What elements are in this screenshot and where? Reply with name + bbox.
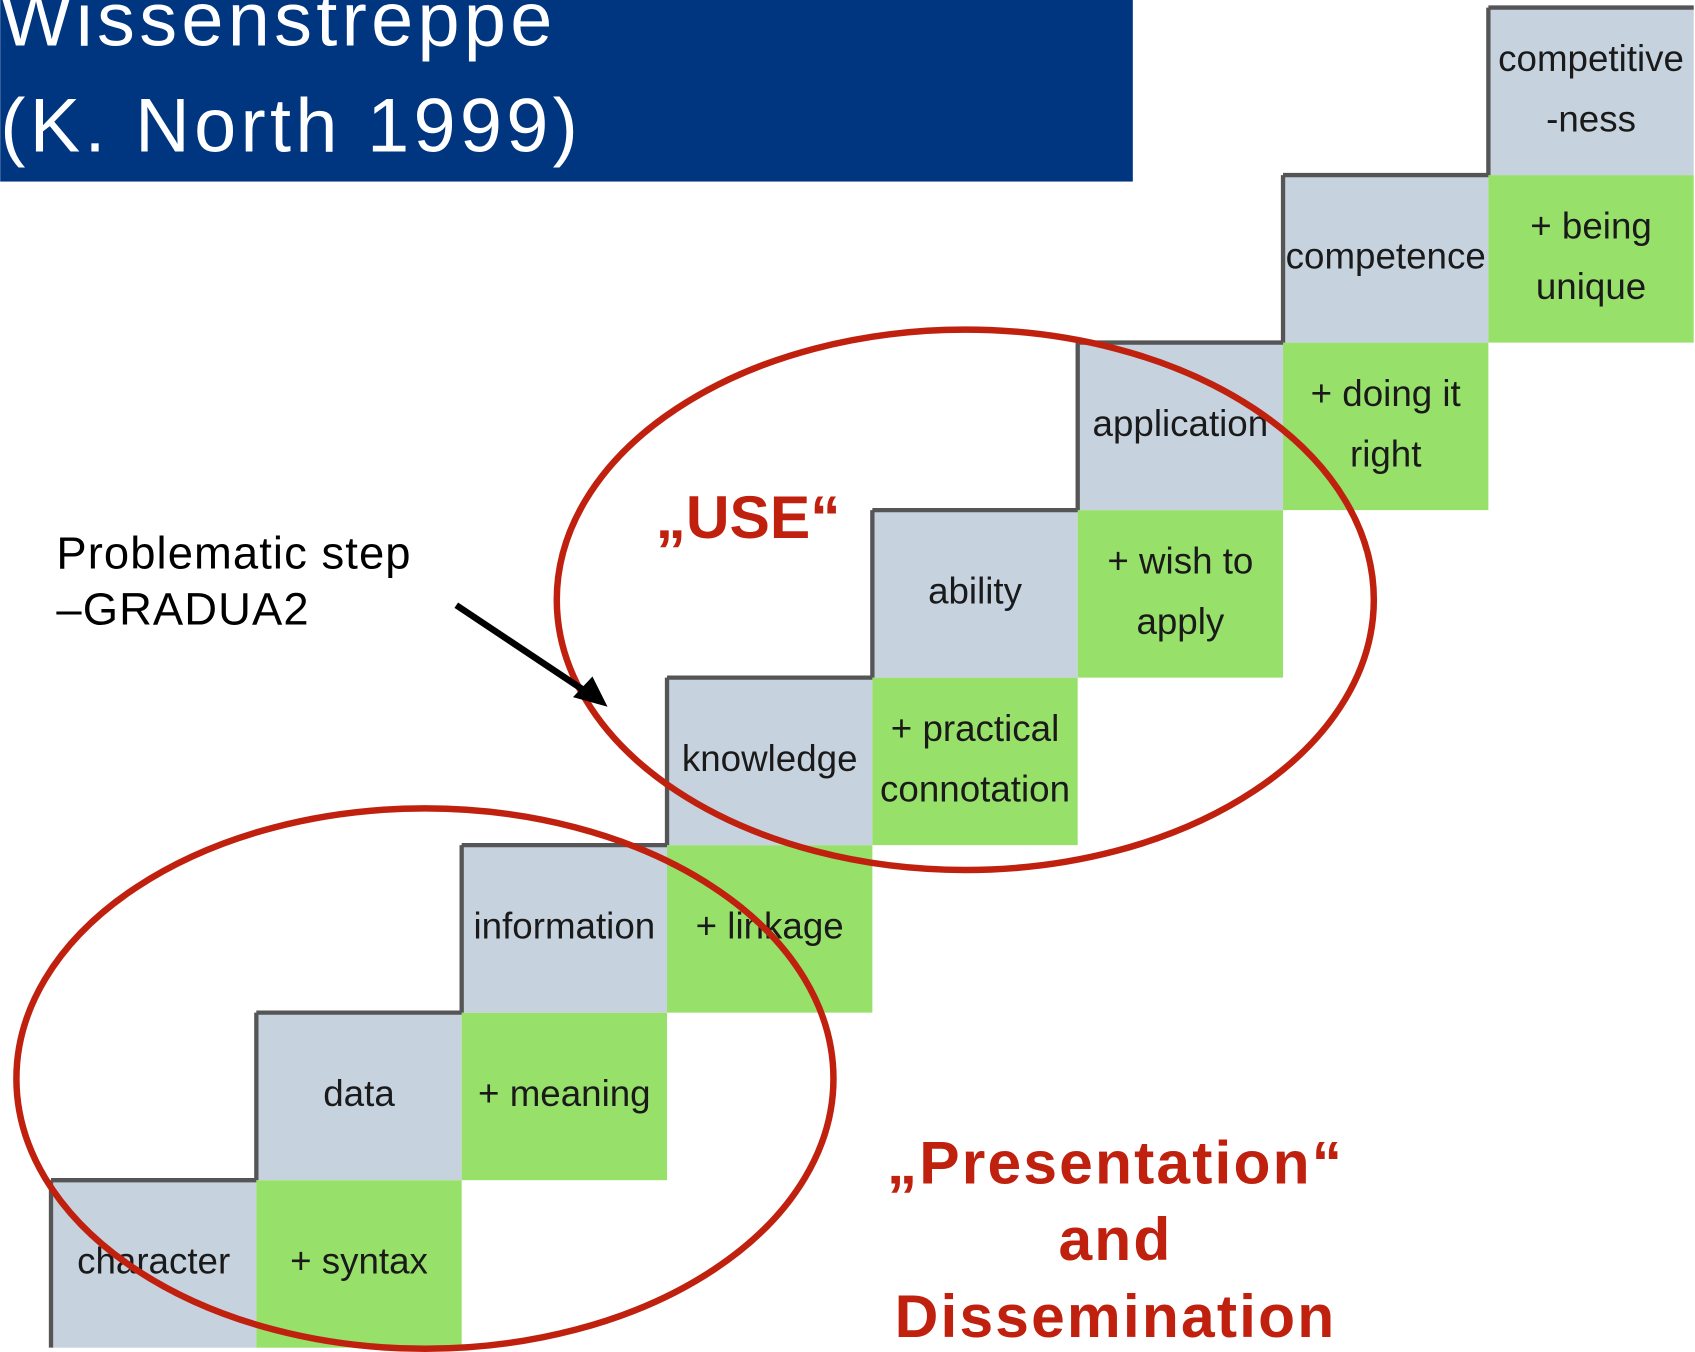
step-addition-box [872, 677, 1078, 846]
presentation-label: Dissemination [895, 1282, 1337, 1350]
step-box [667, 677, 873, 846]
staircase: character + syntax data + meaning informatio… [48, 5, 1694, 1348]
step-box [1488, 7, 1694, 176]
title-line: (K. North 1999) [0, 84, 582, 168]
arrow [454, 602, 595, 699]
note: Problematic step [56, 527, 411, 578]
presentation-ellipse [13, 805, 837, 1352]
step-label: competence [1286, 236, 1486, 277]
step-label: -ness [1546, 98, 1636, 139]
step-addition: + being [1530, 205, 1652, 246]
presentation-label: „Presentation“ [887, 1128, 1344, 1196]
step-addition: + linkage [696, 906, 844, 947]
step-addition-box [256, 1180, 462, 1348]
step-addition-box [1283, 342, 1489, 511]
step-addition: unique [1536, 266, 1646, 307]
step-label: application [1093, 403, 1269, 444]
step-addition: + wish to [1107, 540, 1253, 581]
step-addition: connotation [880, 768, 1070, 809]
step-label: ability [928, 571, 1023, 612]
step-box [256, 1012, 462, 1181]
step-addition: apply [1136, 601, 1224, 642]
use-ellipse [553, 326, 1378, 874]
step-label: data [323, 1073, 395, 1114]
step-addition-box [461, 1012, 668, 1181]
title-line: Wissenstreppe [0, 0, 556, 62]
step-addition-box [1488, 175, 1694, 343]
presentation-label: and [1058, 1205, 1172, 1273]
step-box [872, 510, 1078, 678]
step-addition: + practical [891, 708, 1059, 749]
step-label: information [473, 906, 655, 947]
step-box [1283, 175, 1489, 343]
step-addition: + syntax [290, 1241, 428, 1282]
title-banner [0, 0, 1133, 182]
step-addition: right [1350, 433, 1421, 474]
note: –GRADUA2 [56, 584, 309, 635]
step-label: knowledge [682, 738, 858, 779]
step-addition: + meaning [478, 1073, 651, 1114]
step-label: character [77, 1241, 230, 1282]
arrow-head [572, 676, 608, 707]
step-addition-box [1077, 510, 1284, 678]
step-box [50, 1180, 257, 1348]
step-addition: + doing it [1311, 373, 1461, 414]
use-label: „USE“ [656, 483, 841, 551]
step-box [461, 845, 668, 1013]
step-label: competitive [1498, 38, 1684, 79]
